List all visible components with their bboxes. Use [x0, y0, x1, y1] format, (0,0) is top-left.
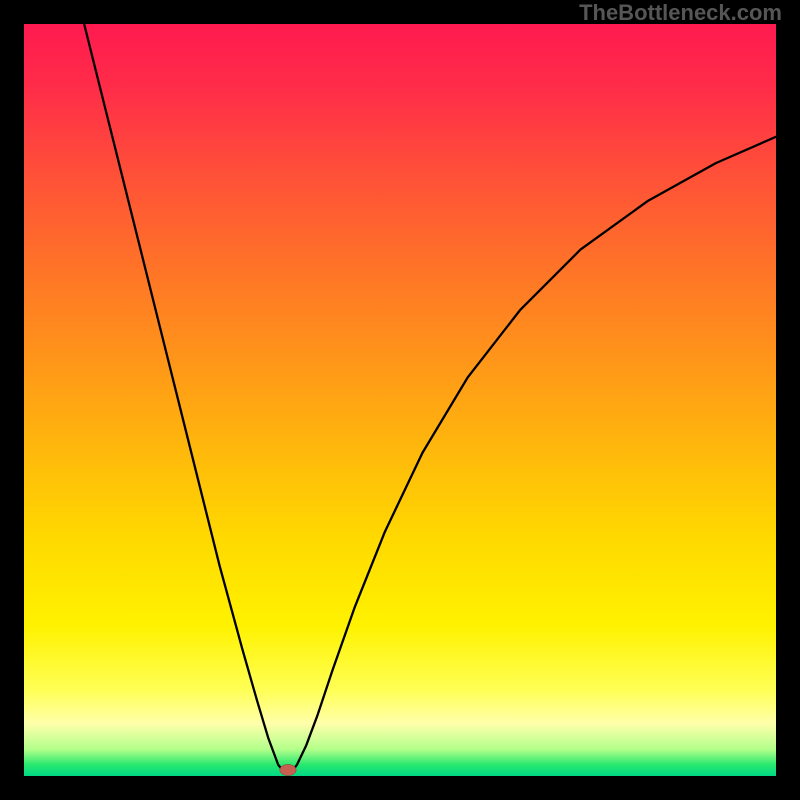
outer-frame: TheBottleneck.com: [0, 0, 800, 800]
chart-background: [24, 24, 776, 776]
plot-area: [24, 24, 776, 776]
watermark-text: TheBottleneck.com: [579, 0, 782, 26]
optimal-point-marker: [280, 764, 297, 775]
chart-svg: [24, 24, 776, 776]
